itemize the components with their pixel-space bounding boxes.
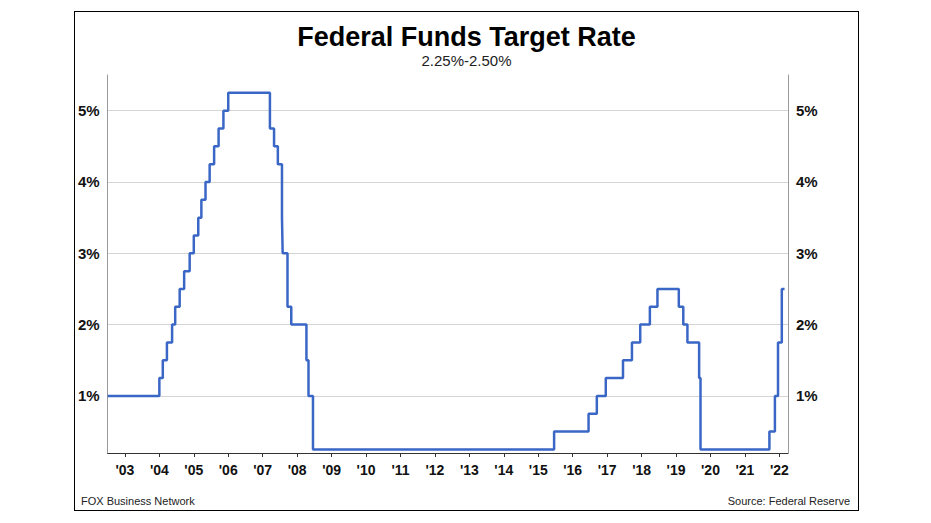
- svg-text:'20: '20: [701, 462, 720, 478]
- svg-text:'05: '05: [184, 462, 203, 478]
- svg-text:'08: '08: [288, 462, 307, 478]
- svg-text:1%: 1%: [796, 387, 818, 404]
- svg-text:2.25%-2.50%: 2.25%-2.50%: [421, 52, 511, 69]
- svg-text:4%: 4%: [796, 173, 818, 190]
- svg-text:'17: '17: [598, 462, 617, 478]
- svg-text:'09: '09: [322, 462, 341, 478]
- svg-text:'15: '15: [529, 462, 548, 478]
- svg-text:2%: 2%: [78, 316, 100, 333]
- svg-text:'22: '22: [770, 462, 789, 478]
- svg-text:'06: '06: [219, 462, 238, 478]
- svg-text:'18: '18: [632, 462, 651, 478]
- svg-text:'04: '04: [150, 462, 169, 478]
- svg-text:5%: 5%: [796, 102, 818, 119]
- svg-text:'10: '10: [357, 462, 376, 478]
- svg-text:'14: '14: [494, 462, 513, 478]
- svg-text:'03: '03: [115, 462, 134, 478]
- svg-text:Federal Funds Target Rate: Federal Funds Target Rate: [297, 22, 636, 52]
- svg-text:1%: 1%: [78, 387, 100, 404]
- svg-text:'16: '16: [563, 462, 582, 478]
- svg-text:FOX Business Network: FOX Business Network: [81, 495, 195, 507]
- svg-text:4%: 4%: [78, 173, 100, 190]
- svg-text:Source: Federal Reserve: Source: Federal Reserve: [728, 495, 850, 507]
- svg-text:'13: '13: [460, 462, 479, 478]
- svg-text:'12: '12: [425, 462, 444, 478]
- svg-text:3%: 3%: [78, 245, 100, 262]
- svg-text:'19: '19: [667, 462, 686, 478]
- svg-text:'21: '21: [735, 462, 754, 478]
- svg-text:'07: '07: [253, 462, 272, 478]
- svg-text:2%: 2%: [796, 316, 818, 333]
- svg-text:'11: '11: [391, 462, 409, 478]
- svg-text:3%: 3%: [796, 245, 818, 262]
- svg-text:5%: 5%: [78, 102, 100, 119]
